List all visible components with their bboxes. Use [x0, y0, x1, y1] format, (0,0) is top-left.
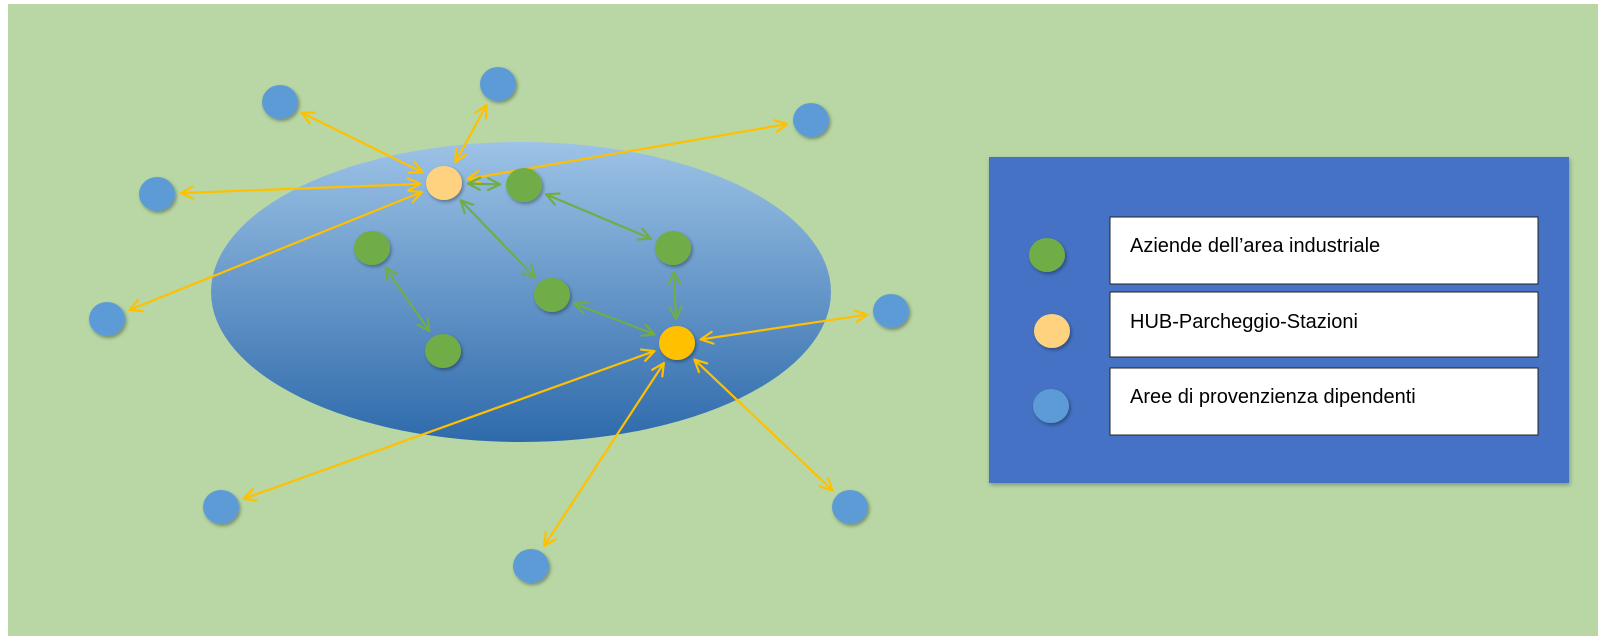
arrow-company-5-hub-2: [667, 270, 683, 321]
arrow-head: [668, 305, 683, 321]
origin-node-origin-2: [480, 67, 516, 101]
arrow-head: [636, 227, 652, 241]
legend-item-company: Aziende dell’area industriale: [1029, 216, 1539, 285]
arrow-head: [543, 531, 557, 548]
arrow-head: [640, 323, 656, 337]
arrow-hub-2-origin-6: [699, 309, 869, 345]
arrow-head: [416, 316, 431, 333]
arrow-head: [573, 301, 589, 315]
arrow-hub-1-origin-4: [179, 177, 422, 200]
arrow-hub-2-origin-7: [242, 348, 656, 502]
origin-node-origin-3: [793, 103, 829, 137]
arrow-head: [521, 263, 537, 279]
arrow-company-1-company-3: [384, 266, 431, 333]
arrow-head: [128, 298, 144, 313]
legend-label: HUB-Parcheggio-Stazioni: [1130, 311, 1358, 333]
legend-item-origin: Aree di provenzienza dipendenti: [1033, 367, 1539, 436]
arrow-line: [672, 270, 678, 321]
arrow-head: [699, 330, 715, 345]
arrow-head: [466, 176, 482, 191]
arrow-head: [486, 177, 502, 192]
arrow-hub-2-origin-9: [693, 358, 834, 492]
company-node-company-5: [655, 231, 691, 265]
company-node-company-3: [425, 334, 461, 368]
arrow-line: [466, 182, 502, 186]
arrow-line: [459, 199, 537, 279]
arrow-hub-1-origin-1: [300, 111, 424, 174]
arrow-head: [454, 147, 468, 164]
diagram-nodes: [89, 67, 909, 583]
hub-node-hub-2: [659, 326, 695, 360]
arrow-head: [406, 177, 422, 192]
arrow-head: [300, 111, 317, 125]
arrow-head: [651, 361, 665, 378]
arrow-hub-1-company-2: [466, 176, 502, 192]
hub-node-hub-1: [426, 166, 462, 200]
origin-node-origin-6: [873, 294, 909, 328]
legend-item-hub: HUB-Parcheggio-Stazioni: [1034, 291, 1539, 358]
origin-node-origin-9: [832, 490, 868, 524]
arrow-line: [573, 302, 656, 336]
arrow-hub-1-origin-5: [128, 189, 423, 313]
arrow-line: [384, 266, 431, 333]
connection-arrows: [128, 103, 869, 548]
origin-node-origin-8: [513, 549, 549, 583]
arrow-head: [773, 119, 789, 134]
industrial-area: [211, 142, 831, 442]
arrow-head: [466, 169, 482, 184]
arrow-head: [384, 266, 399, 283]
arrow-hub-2-origin-8: [543, 361, 665, 548]
arrow-line: [179, 182, 422, 195]
legend-label: Aree di provenzienza dipendenti: [1130, 386, 1416, 408]
legend-box: [1109, 367, 1539, 436]
company-node-company-2: [506, 168, 542, 202]
company-node-company-1: [354, 231, 390, 265]
company-node-company-4: [534, 278, 570, 312]
arrow-head: [242, 488, 259, 502]
legend-box: [1109, 291, 1539, 358]
legend-hub-dot: [1034, 314, 1070, 348]
arrow-line: [699, 313, 869, 341]
arrow-head: [818, 476, 834, 492]
arrow-head: [407, 160, 424, 174]
arrow-line: [454, 103, 488, 164]
arrow-head: [459, 199, 475, 215]
arrow-head: [545, 192, 561, 206]
arrow-line: [693, 358, 834, 492]
origin-node-origin-5: [89, 302, 125, 336]
origin-node-origin-7: [203, 490, 239, 524]
origin-node-origin-4: [139, 177, 175, 211]
arrow-hub-1-origin-2: [454, 103, 488, 164]
arrow-head: [639, 348, 656, 362]
origin-node-origin-1: [262, 85, 298, 119]
arrow-head: [407, 189, 423, 204]
arrow-head: [667, 270, 682, 286]
legend-label: Aziende dell’area industriale: [1130, 235, 1380, 257]
arrow-line: [545, 193, 652, 240]
arrow-head: [474, 103, 488, 120]
arrow-head: [693, 358, 709, 374]
arrow-company-2-company-5: [545, 192, 652, 241]
arrow-head: [853, 309, 869, 324]
arrow-hub-1-company-4: [459, 199, 537, 279]
legend-company-dot: [1029, 238, 1065, 272]
legend-origin-dot: [1033, 389, 1069, 423]
arrow-line: [242, 350, 656, 500]
arrow-company-4-hub-2: [573, 301, 656, 337]
arrow-line: [300, 111, 424, 174]
arrow-line: [128, 190, 423, 312]
arrow-line: [543, 361, 665, 548]
arrow-head: [179, 185, 195, 200]
legend-box: [1109, 216, 1539, 285]
legend: Aziende dell’area industriale HUB-Parche…: [989, 157, 1569, 483]
